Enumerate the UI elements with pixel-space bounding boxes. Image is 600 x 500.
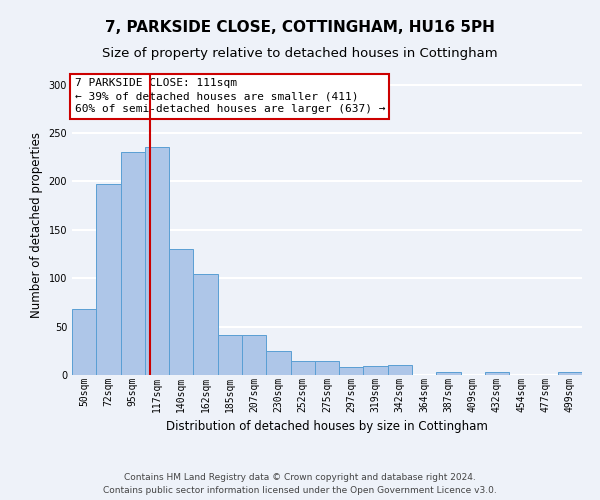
Bar <box>436 372 461 375</box>
Bar <box>315 362 339 375</box>
Bar <box>193 274 218 375</box>
Bar <box>96 184 121 375</box>
Bar <box>485 372 509 375</box>
Text: 7, PARKSIDE CLOSE, COTTINGHAM, HU16 5PH: 7, PARKSIDE CLOSE, COTTINGHAM, HU16 5PH <box>105 20 495 35</box>
Text: 7 PARKSIDE CLOSE: 111sqm
← 39% of detached houses are smaller (411)
60% of semi-: 7 PARKSIDE CLOSE: 111sqm ← 39% of detach… <box>74 78 385 114</box>
Text: Contains HM Land Registry data © Crown copyright and database right 2024.
Contai: Contains HM Land Registry data © Crown c… <box>103 474 497 495</box>
Bar <box>242 336 266 375</box>
Bar <box>145 146 169 375</box>
Bar <box>72 309 96 375</box>
Bar <box>218 336 242 375</box>
Bar <box>558 372 582 375</box>
Bar <box>388 366 412 375</box>
Text: Size of property relative to detached houses in Cottingham: Size of property relative to detached ho… <box>102 48 498 60</box>
Bar <box>121 152 145 375</box>
Bar <box>169 249 193 375</box>
Bar <box>364 366 388 375</box>
Bar <box>290 362 315 375</box>
Y-axis label: Number of detached properties: Number of detached properties <box>30 132 43 318</box>
X-axis label: Distribution of detached houses by size in Cottingham: Distribution of detached houses by size … <box>166 420 488 433</box>
Bar <box>266 351 290 375</box>
Bar <box>339 368 364 375</box>
